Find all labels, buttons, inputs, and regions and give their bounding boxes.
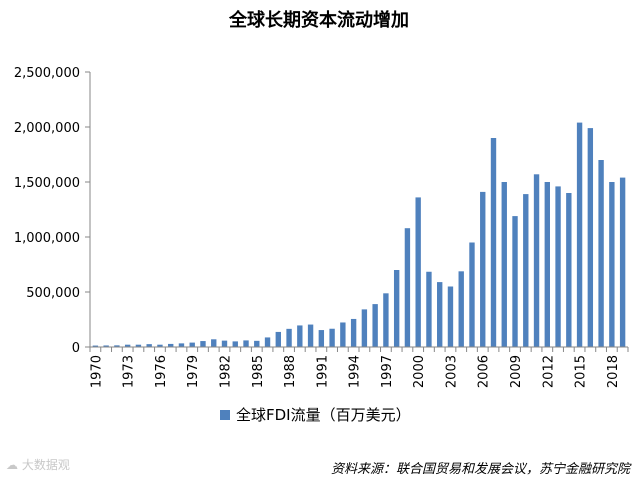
watermark-logo: ☁ 大数据观	[6, 456, 70, 473]
x-tick-label: 2012	[541, 355, 556, 388]
source-note: 资料来源：联合国贸易和发展会议，苏宁金融研究院	[330, 462, 630, 477]
x-tick-label: 1991	[315, 355, 330, 388]
bar-2002	[437, 282, 443, 347]
bar-1984	[243, 340, 249, 347]
bar-2006	[480, 191, 486, 347]
bar-1979	[189, 342, 195, 347]
bar-1977	[168, 343, 174, 347]
x-tick-label: 2000	[412, 355, 427, 388]
x-tick-label: 2006	[477, 355, 492, 388]
bar-2014	[566, 193, 572, 347]
y-tick-label: 1,000,000	[14, 231, 80, 246]
bar-2008	[501, 182, 507, 347]
bar-1981	[211, 339, 217, 347]
x-tick-label: 1976	[154, 355, 169, 388]
bar-2001	[426, 271, 432, 347]
bar-1996	[372, 304, 378, 347]
y-tick-label: 2,000,000	[14, 121, 80, 136]
bar-2010	[523, 194, 529, 347]
bar-1975	[146, 344, 152, 347]
bar-1972	[114, 345, 120, 347]
bar-1983	[232, 341, 238, 347]
legend-swatch	[220, 409, 230, 420]
bar-1971	[103, 345, 109, 347]
bar-1974	[135, 344, 142, 347]
x-tick-label: 1970	[89, 355, 104, 388]
bar-1991	[318, 330, 325, 347]
watermark-icon: ☁	[6, 458, 18, 472]
bar-2016	[587, 128, 594, 347]
bar-1987	[275, 331, 281, 347]
bar-2003	[447, 286, 454, 347]
bar-1988	[286, 328, 292, 347]
bar-1976	[157, 344, 163, 347]
bar-1989	[297, 325, 303, 347]
bar-2013	[555, 186, 561, 347]
bar-1985	[254, 340, 260, 347]
chart-title: 全球长期资本流动增加	[229, 10, 409, 31]
x-tick-label: 2003	[444, 355, 459, 388]
legend: 全球FDI流量（百万美元）	[220, 404, 411, 425]
bar-2009	[512, 216, 518, 347]
bar-1986	[264, 337, 271, 347]
watermark-text: 大数据观	[21, 458, 70, 472]
bar-1980	[200, 341, 206, 347]
bar-1998	[393, 270, 400, 347]
bar-2012	[544, 182, 550, 347]
y-tick-label: 0	[72, 341, 80, 356]
y-tick-label: 2,500,000	[14, 66, 80, 81]
bar-1978	[178, 343, 185, 347]
bar-1982	[221, 340, 228, 347]
bar-2015	[576, 122, 583, 347]
bar-1993	[340, 322, 346, 347]
bar-1994	[350, 318, 357, 347]
x-tick-label: 2018	[606, 355, 621, 388]
bar-2004	[458, 271, 464, 347]
x-tick-label: 1985	[251, 355, 266, 388]
x-axis-ticks: 1970 1973 1976 1979 1982 1985 1988 1991 1994 1997…	[89, 347, 629, 388]
bar-1970	[92, 345, 99, 347]
y-tick-label: 1,500,000	[14, 176, 80, 191]
bar-1999	[404, 228, 411, 347]
bar-2019	[619, 177, 626, 347]
bar-2007	[490, 138, 497, 347]
bar-2017	[598, 160, 604, 347]
x-tick-label: 1982	[219, 355, 234, 388]
bar-2000	[415, 197, 421, 347]
bar-1973	[124, 344, 131, 347]
y-axis-ticks: 0 500,000 1,000,000 1,500,000 2,000,000 2,500…	[14, 66, 90, 356]
bar-2011	[533, 174, 540, 347]
bar-2018	[609, 182, 615, 347]
x-tick-label: 1994	[348, 355, 363, 388]
x-tick-label: 1997	[380, 355, 395, 388]
bar-1992	[329, 328, 335, 347]
bar-1990	[307, 324, 314, 347]
x-tick-label: 2015	[574, 355, 589, 388]
x-tick-label: 2009	[509, 355, 524, 388]
legend-label: 全球FDI流量（百万美元）	[236, 406, 411, 424]
x-tick-label: 1979	[186, 355, 201, 388]
x-tick-label: 1973	[122, 355, 137, 388]
bar-2005	[469, 242, 475, 347]
bar-1995	[361, 309, 368, 347]
bar-1997	[383, 293, 389, 347]
x-tick-label: 1988	[283, 355, 298, 388]
y-tick-label: 500,000	[26, 286, 80, 301]
bars	[92, 122, 626, 347]
